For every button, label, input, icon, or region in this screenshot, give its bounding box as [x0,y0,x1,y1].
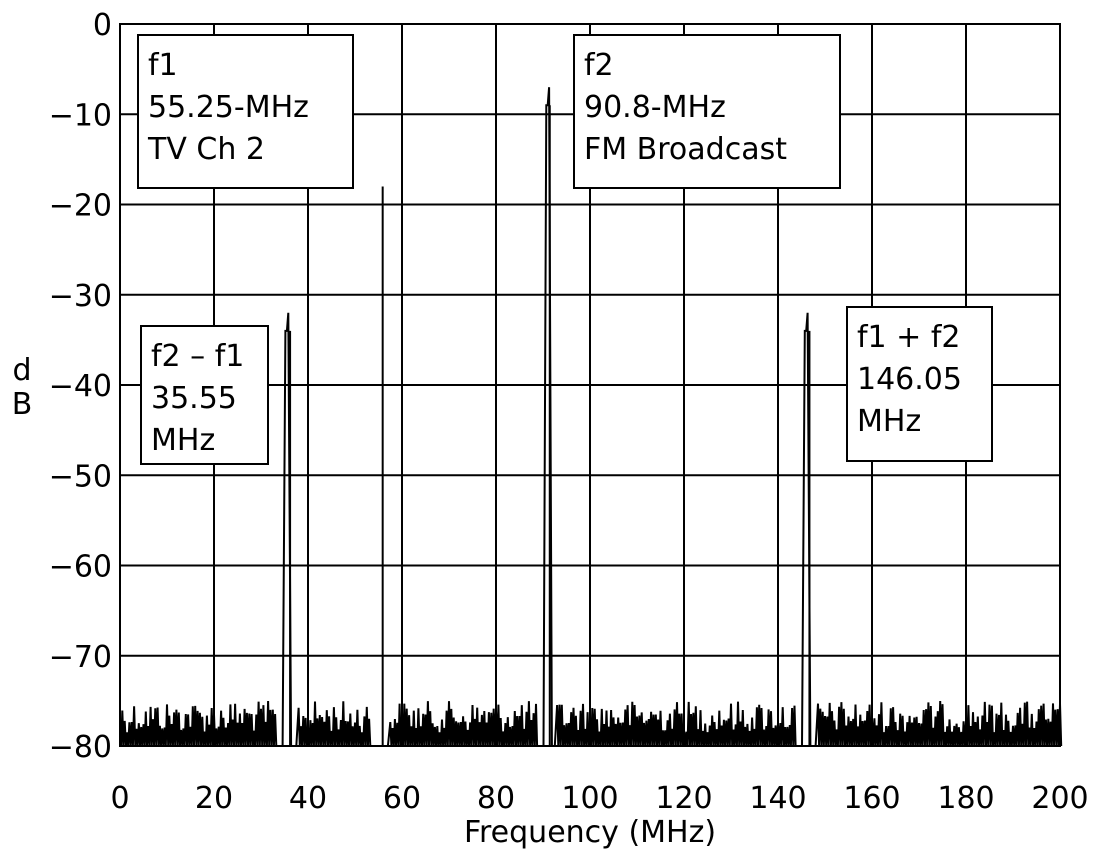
y-tick-label: −40 [49,369,112,404]
y-tick-label: −80 [49,730,112,765]
y-tick-label: −50 [49,459,112,494]
annotation-line: FM Broadcast [584,132,787,167]
annotation-line: 55.25-MHz [148,90,309,125]
y-tick-label: −10 [49,98,112,133]
annotation-line: f1 [148,48,178,83]
annotation-box: f1 55.25-MHz TV Ch 2 [137,34,354,189]
x-tick-label: 20 [195,781,233,816]
y-tick-label: 0 [93,8,112,43]
y-axis-label-b: B [12,387,33,422]
annotation-frame [846,306,993,462]
y-tick-label: −20 [49,189,112,224]
annotation-line: MHz [151,423,215,458]
y-tick-label: −70 [49,640,112,675]
y-tick-labels: 0 −10 −20 −30 −40 −50 −60 −70 −80 [49,8,112,765]
x-tick-label: 40 [289,781,327,816]
spectrum-trace [119,87,1063,747]
annotation-line: f1 + f2 [857,320,961,355]
y-tick-label: −60 [49,550,112,585]
x-axis-label: Frequency (MHz) [464,815,716,850]
x-tick-label: 60 [383,781,421,816]
x-tick-label: 180 [937,781,994,816]
annotation-frame [140,325,269,465]
y-tick-label: −30 [49,279,112,314]
annotation-box: f2 90.8-MHz FM Broadcast [573,34,841,189]
y-axis-label-d: d [12,353,31,388]
annotation-line: MHz [857,404,921,439]
x-tick-label: 100 [561,781,618,816]
annotation-line: f2 [584,48,614,83]
annotation-box: f2 – f1 35.55 MHz [140,325,269,465]
x-tick-label: 160 [843,781,900,816]
annotation-frame [137,34,354,189]
annotation-box: f1 + f2 146.05 MHz [846,306,993,462]
plot-frame [119,23,1061,747]
annotation-line: 146.05 [857,362,962,397]
annotation-line: 35.55 [151,381,237,416]
x-tick-label: 0 [110,781,129,816]
x-tick-labels: 0 20 40 60 80 100 120 140 160 180 200 [110,781,1088,816]
annotation-line: f2 – f1 [151,339,244,374]
annotation-line: TV Ch 2 [147,132,265,167]
x-tick-label: 80 [477,781,515,816]
x-tick-label: 200 [1031,781,1088,816]
x-tick-label: 140 [749,781,806,816]
annotation-frame [573,34,841,189]
annotation-line: 90.8-MHz [584,90,726,125]
x-tick-label: 120 [655,781,712,816]
annotations: f1 55.25-MHz TV Ch 2 f2 90.8-MHz FM Broadcast… [137,34,993,465]
